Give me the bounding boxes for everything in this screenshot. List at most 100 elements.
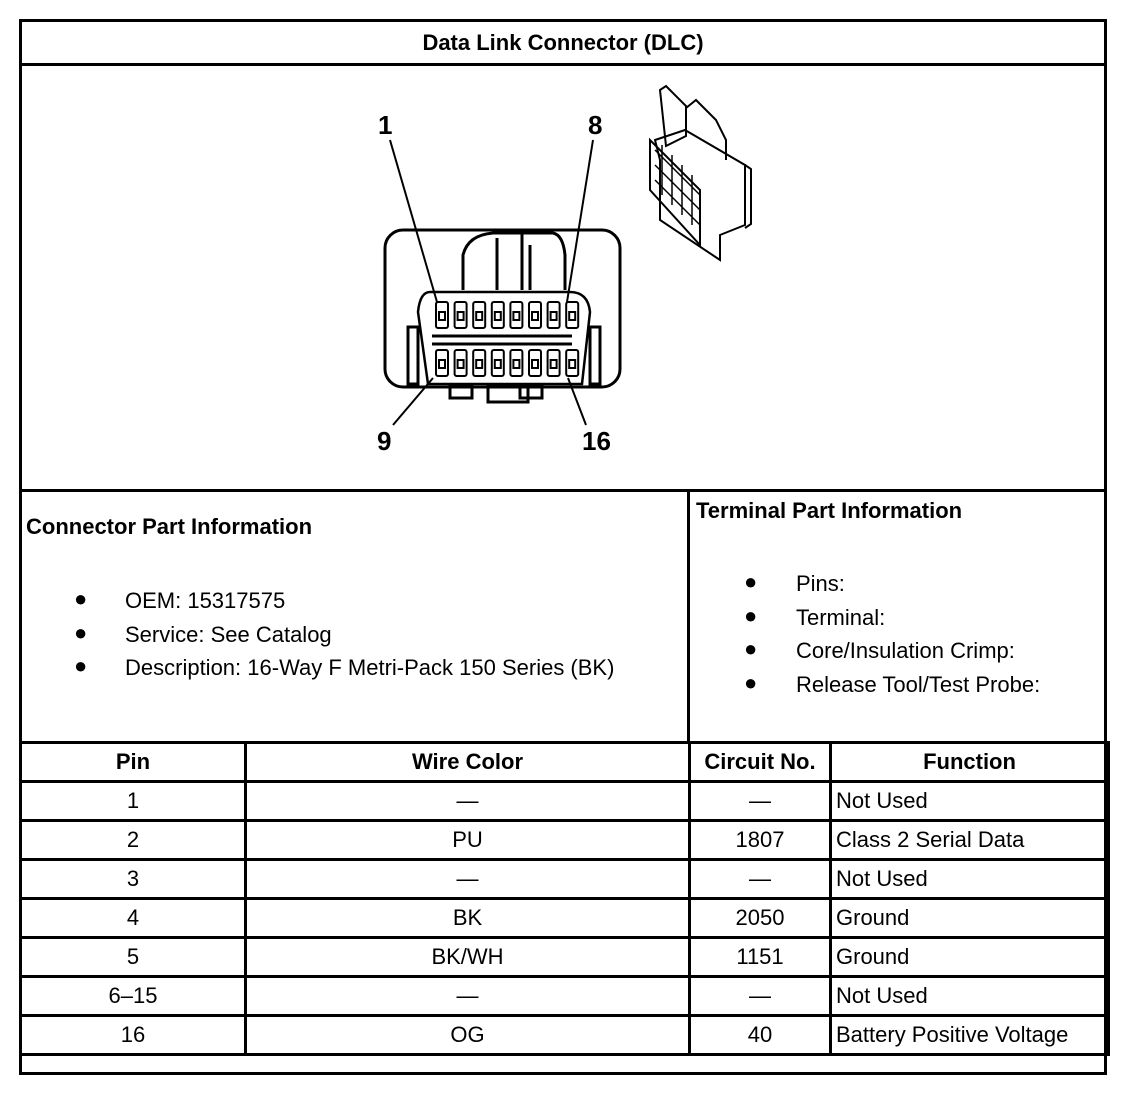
pin-contact [512,311,521,321]
pin-cavity [546,301,561,329]
pin-cavity [472,349,487,377]
terminal-info-heading: Terminal Part Information [696,498,963,523]
table-cell: — [244,975,691,1017]
table-cell: — [244,780,691,822]
pin-label-9: 9 [377,426,391,456]
table-cell: PU [244,819,691,861]
column-header: Wire Color [244,741,691,783]
pin-contact [438,359,446,369]
table-cell: Ground [829,936,1110,978]
bullet-icon: ● [74,586,88,611]
info-item: Pins: [796,571,845,596]
pin-cavity [528,349,542,377]
column-header: Pin [19,741,247,783]
table-cell: 1807 [688,819,832,861]
pin-contact [475,311,484,321]
pin-contact [493,311,502,321]
pin-cavity [435,349,449,377]
pin-cavity [528,301,542,329]
table-row: 5 BK/WH 1151 Ground [19,936,1110,978]
table-row: 2 PU 1807 Class 2 Serial Data [19,819,1110,861]
pin-contact [438,311,446,321]
connector-diagram: 1 8 9 16 [377,84,752,456]
table-cell: OG [244,1014,691,1056]
table-cell: 2 [19,819,247,861]
table-cell: — [688,858,832,900]
pin-contact [568,311,577,321]
info-item: OEM: 15317575 [125,588,286,613]
connector-face [416,290,592,386]
pin-cavity [565,301,580,329]
table-cell: 40 [688,1014,832,1056]
pin-contact [549,311,558,321]
bullet-icon: ● [74,653,88,678]
table-cell: Battery Positive Voltage [829,1014,1110,1056]
info-item: Service: See Catalog [125,621,332,647]
pin-contact [568,359,577,369]
pin-cavity [472,301,487,329]
bullet-icon: ● [744,636,758,661]
pin-contact [475,359,484,369]
connector-info-heading: Connector Part Information [26,514,313,539]
table-cell: 2050 [688,897,832,939]
table-cell: 5 [19,936,247,978]
pin-cavity [435,301,449,329]
column-header: Circuit No. [688,741,832,783]
table-row: 1— — Not Used [19,780,1110,822]
info-item: Description: 16-Way F Metri-Pack 150 Ser… [125,655,615,680]
table-cell: Not Used [829,780,1110,822]
pin-label-16: 16 [582,426,611,456]
column-header: Function [829,741,1110,783]
table-cell: Not Used [829,975,1110,1017]
pin-label-1: 1 [378,110,392,140]
pin-contact [531,311,539,321]
document-frame [19,19,1107,1075]
table-row: 6–15— — Not Used [19,975,1110,1017]
title-divider [19,63,1107,66]
pin-contact [456,359,465,369]
pin-cavity [490,301,505,329]
bullet-icon: ● [74,619,88,645]
pin-label-8: 8 [588,110,602,140]
table-cell: 3 [19,858,247,900]
table-cell: BK/WH [244,936,691,978]
info-item: Core/Insulation Crimp: [796,638,1015,663]
table-cell: BK [244,897,691,939]
bullet-icon: ● [744,669,758,695]
pin-contact [549,359,558,369]
table-cell: Ground [829,897,1110,939]
page-title: Data Link Connector (DLC) [422,29,704,55]
pin-cavity [509,349,524,377]
pin-cavity [490,349,505,377]
info-item: Terminal: [796,604,886,630]
pin-contact [456,311,465,321]
diagram-divider [19,489,1107,492]
bullet-icon: ● [744,569,758,594]
pin-contact [493,359,502,369]
table-row: 16 OG 40 Battery Positive Voltage [19,1014,1110,1056]
pin-cavity [565,349,580,377]
table-row: 4 BK 2050 Ground [19,897,1110,939]
pin-contact [512,359,521,369]
pin-cavity [509,301,524,329]
table-cell: 1 [19,780,247,822]
table-cell: — [688,780,832,822]
table-row: 3— — Not Used [19,858,1110,900]
table-cell: 16 [19,1014,247,1056]
pin-contact [531,359,539,369]
table-cell: 1151 [688,936,832,978]
table-cell: 6–15 [19,975,247,1017]
table-cell: Class 2 Serial Data [829,819,1110,861]
info-divider [687,489,690,743]
table-cell: Not Used [829,858,1110,900]
pin-table: Pin Wire Color Circuit No. Function 1— — Not … [19,741,1110,1056]
pin-cavity [453,301,468,329]
connector-isometric-view [649,84,752,262]
pin-cavity [453,349,468,377]
table-cell: 4 [19,897,247,939]
table-cell: — [244,858,691,900]
bullet-icon: ● [744,602,758,628]
table-cell: — [688,975,832,1017]
info-item: Release Tool/Test Probe: [796,671,1041,697]
pin-cavity [546,349,561,377]
